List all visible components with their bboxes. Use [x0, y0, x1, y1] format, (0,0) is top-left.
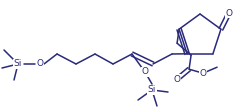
Text: O: O	[200, 69, 207, 78]
Text: O: O	[37, 60, 44, 68]
Text: Si: Si	[148, 86, 156, 94]
Text: O: O	[174, 75, 181, 84]
Text: O: O	[226, 9, 232, 18]
Text: Si: Si	[14, 60, 22, 68]
Text: O: O	[142, 68, 149, 76]
